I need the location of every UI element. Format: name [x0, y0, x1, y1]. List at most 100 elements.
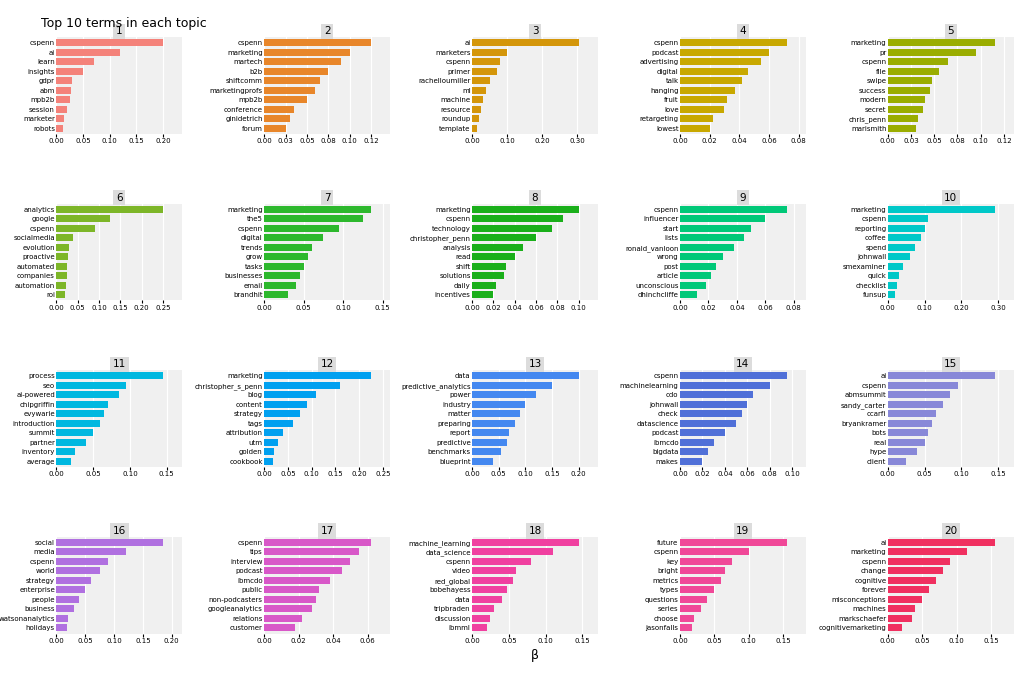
Title: 6: 6: [116, 193, 123, 203]
Bar: [264, 558, 350, 565]
Bar: [888, 539, 994, 546]
Bar: [680, 429, 725, 436]
Bar: [680, 577, 721, 584]
Bar: [680, 439, 714, 446]
Bar: [56, 420, 100, 427]
Bar: [56, 272, 67, 279]
Bar: [888, 605, 915, 613]
Bar: [472, 272, 504, 279]
Bar: [472, 586, 508, 593]
Bar: [680, 96, 727, 103]
Bar: [264, 624, 295, 632]
Bar: [56, 605, 74, 613]
Bar: [888, 392, 950, 398]
Title: 18: 18: [528, 526, 542, 536]
Bar: [264, 39, 371, 47]
Bar: [472, 448, 502, 456]
Bar: [472, 558, 531, 565]
Bar: [264, 115, 290, 122]
Bar: [472, 392, 537, 398]
Bar: [264, 381, 340, 389]
Bar: [56, 392, 119, 398]
Bar: [472, 224, 552, 232]
Bar: [888, 106, 923, 113]
Bar: [264, 372, 371, 379]
Title: 4: 4: [739, 26, 746, 36]
Bar: [56, 67, 83, 75]
Bar: [56, 106, 67, 113]
Bar: [56, 624, 67, 632]
Bar: [888, 67, 939, 75]
Bar: [888, 596, 923, 603]
Bar: [680, 253, 723, 260]
Bar: [472, 106, 481, 113]
Bar: [56, 549, 126, 555]
Bar: [680, 272, 712, 279]
Bar: [680, 58, 762, 65]
Bar: [264, 439, 279, 446]
Bar: [888, 558, 950, 565]
Bar: [888, 215, 929, 222]
Bar: [888, 49, 976, 56]
Bar: [472, 568, 516, 574]
Bar: [888, 224, 925, 232]
Bar: [888, 401, 943, 408]
Bar: [264, 125, 286, 131]
Bar: [888, 624, 901, 632]
Bar: [56, 87, 72, 94]
Bar: [264, 206, 371, 213]
Bar: [264, 282, 296, 289]
Title: 3: 3: [531, 26, 539, 36]
Bar: [472, 206, 579, 213]
Title: 13: 13: [528, 359, 542, 369]
Bar: [680, 624, 692, 632]
Bar: [680, 49, 769, 56]
Bar: [56, 429, 93, 436]
Bar: [56, 215, 110, 222]
Bar: [680, 244, 734, 251]
Bar: [472, 605, 495, 613]
Bar: [56, 291, 65, 299]
Bar: [888, 549, 967, 555]
Bar: [56, 244, 70, 251]
Bar: [56, 253, 68, 260]
Bar: [888, 458, 906, 465]
Bar: [56, 558, 109, 565]
Bar: [472, 401, 525, 408]
Bar: [680, 549, 749, 555]
Bar: [472, 410, 520, 417]
Bar: [680, 78, 742, 84]
Bar: [680, 586, 715, 593]
Bar: [680, 568, 725, 574]
Bar: [680, 615, 693, 622]
Bar: [888, 568, 943, 574]
Title: 16: 16: [113, 526, 126, 536]
Bar: [56, 596, 80, 603]
Bar: [472, 263, 506, 270]
Bar: [56, 615, 68, 622]
Bar: [56, 458, 71, 465]
Bar: [888, 615, 912, 622]
Bar: [888, 282, 897, 289]
Bar: [264, 410, 300, 417]
Bar: [56, 125, 62, 131]
Bar: [888, 235, 921, 241]
Bar: [888, 448, 918, 456]
Bar: [472, 58, 500, 65]
Bar: [264, 49, 349, 56]
Bar: [264, 58, 341, 65]
Title: 10: 10: [944, 193, 957, 203]
Bar: [472, 253, 515, 260]
Bar: [680, 39, 786, 47]
Bar: [56, 282, 66, 289]
Bar: [472, 215, 563, 222]
Bar: [888, 96, 925, 103]
Bar: [472, 615, 490, 622]
Bar: [264, 448, 273, 456]
Bar: [472, 115, 479, 122]
Bar: [680, 372, 786, 379]
Bar: [472, 539, 579, 546]
Title: 11: 11: [113, 359, 126, 369]
Bar: [888, 577, 936, 584]
Bar: [888, 244, 915, 251]
